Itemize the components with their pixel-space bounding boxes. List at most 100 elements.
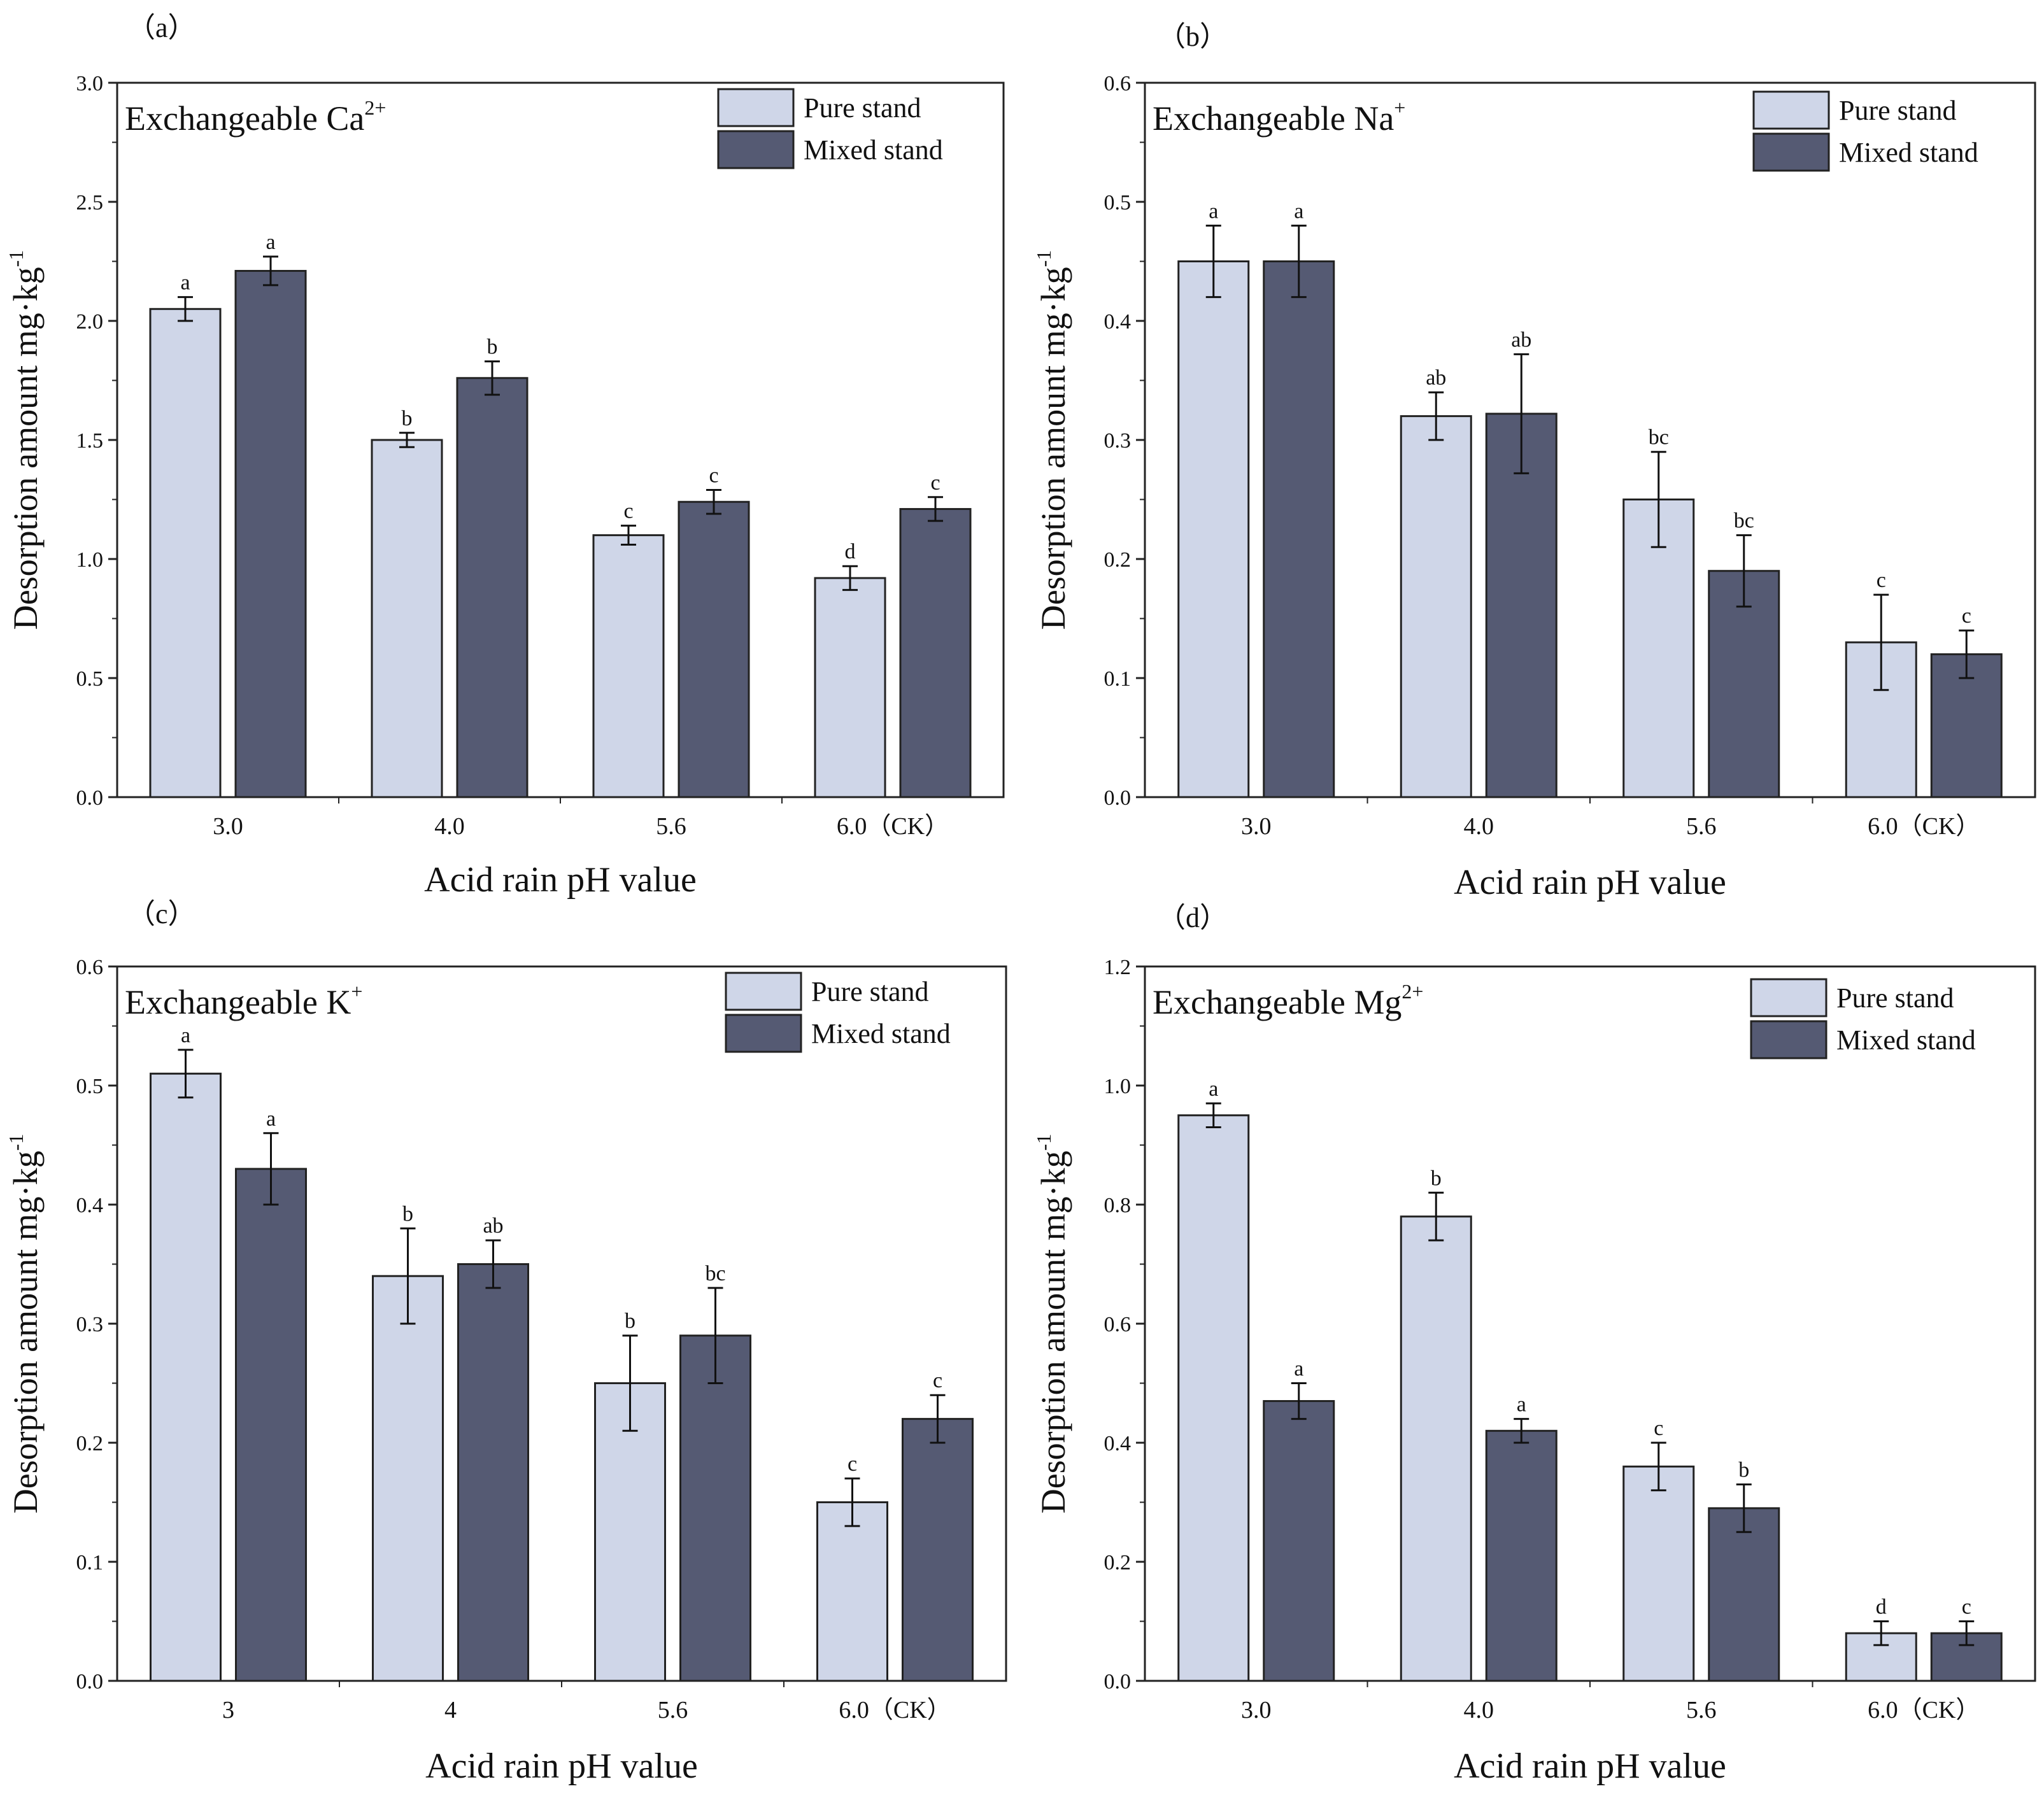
y-tick-label: 0.2 [1104,548,1132,572]
significance-label-mixed: c [933,1369,942,1392]
chart-title: Exchangeable Ca2+ [125,96,386,138]
y-tick-label: 1.5 [76,429,104,453]
bar-mixed [902,1418,974,1682]
chart-title: Exchangeable Na+ [1153,96,1405,138]
legend-label-mixed: Mixed stand [804,134,943,166]
bar-pure [814,577,886,798]
y-tick-label: 0.6 [1104,1313,1132,1336]
y-tick-label: 0.1 [1104,667,1132,691]
x-axis-label: Acid rain pH value [1454,863,1726,902]
y-tick-label: 1.0 [76,548,104,572]
significance-label-pure: b [402,407,413,430]
bar-mixed [1485,1429,1558,1682]
legend-swatch-pure [717,88,795,127]
bar-mixed [457,1263,529,1682]
y-tick-label: 1.0 [1104,1075,1132,1098]
significance-label-mixed: bc [705,1262,725,1285]
chart-title: Exchangeable Mg2+ [1153,980,1423,1021]
x-tick-label: 4.0 [1464,813,1494,840]
bar-pure [594,1382,666,1682]
significance-label-pure: b [402,1202,413,1226]
bar-pure [1400,415,1472,798]
y-tick-label: 0.0 [1104,786,1132,810]
legend-label-pure: Pure stand [804,92,921,124]
y-tick-label: 0.6 [1104,72,1132,96]
bar-pure [1622,1465,1695,1682]
y-tick-label: 0.0 [76,786,104,810]
x-tick-label: 5.6 [1686,813,1717,840]
x-tick-label: 6.0（CK） [837,813,949,840]
chart-title: Exchangeable K+ [125,980,362,1021]
panel-label: （c） [127,898,196,930]
bar-pure [371,439,443,798]
x-tick-label: 3.0 [1241,813,1272,840]
y-tick-label: 0.2 [76,1432,104,1455]
x-tick-label: 5.6 [656,813,686,840]
significance-label-mixed: ab [1511,328,1531,351]
y-tick-label: 2.0 [76,310,104,334]
chart-panel-a: （a） 0.0 0.5 1.0 1.5 2.0 2.5 3.0 Desorption amoun… [4,12,1005,900]
y-tick-label: 0.2 [1104,1551,1132,1575]
panel-label: （b） [1158,21,1228,52]
bar-mixed [678,500,750,798]
legend-label-mixed: Mixed stand [1839,137,1978,168]
legend-label-mixed: Mixed stand [1836,1024,1976,1056]
y-tick-label: 0.8 [1104,1194,1132,1217]
x-tick-label: 3.0 [1241,1697,1272,1724]
y-tick-label: 0.5 [1104,191,1132,215]
significance-label-pure: a [180,271,190,295]
bar-mixed [235,1168,307,1682]
legend-swatch-pure [1750,978,1828,1017]
legend-swatch-mixed [1750,1020,1828,1059]
significance-label-mixed: a [1517,1393,1526,1417]
significance-label-mixed: ab [483,1214,503,1238]
legend-label-pure: Pure stand [1839,95,1957,126]
y-tick-label: 0.6 [76,956,104,979]
significance-label-mixed: a [266,1107,276,1131]
bar-mixed [679,1334,751,1682]
x-axis-label: Acid rain pH value [424,860,697,900]
y-axis-label: Desorption amount mg·kg-1 [4,250,45,630]
y-tick-label: 3.0 [76,72,104,96]
legend-swatch-mixed [717,130,795,169]
bar-mixed [1263,260,1335,798]
panel-label: （a） [127,12,196,43]
panel-label: （d） [1158,902,1228,933]
significance-label-pure: c [1877,569,1886,592]
y-tick-label: 1.2 [1104,956,1132,979]
significance-label-pure: c [848,1452,857,1476]
chart-panel-b: （b） 0.0 0.1 0.2 0.3 0.4 0.5 0.6 Desorption amoun… [1032,21,2036,902]
bar-pure [816,1501,888,1682]
significance-label-pure: a [181,1024,190,1047]
bar-pure [1177,1114,1250,1682]
significance-label-mixed: c [1962,1596,1971,1619]
legend-swatch-mixed [1752,132,1830,172]
significance-label-mixed: c [930,471,940,495]
y-axis-label: Desorption amount mg·kg-1 [4,1134,45,1514]
y-tick-label: 0.4 [76,1194,104,1217]
chart-panel-c: （c） 0.0 0.1 0.2 0.3 0.4 0.5 0.6 Desorption amoun… [4,898,1007,1786]
y-axis-label: Desorption amount mg·kg-1 [1032,1134,1072,1514]
bar-pure [149,308,222,798]
x-tick-label: 6.0（CK） [839,1697,951,1724]
significance-label-mixed: b [487,336,498,359]
significance-label-mixed: c [709,464,718,488]
y-tick-label: 0.4 [1104,1432,1132,1455]
significance-label-pure: c [1654,1417,1663,1440]
y-tick-label: 0.1 [76,1551,104,1575]
significance-label-pure: b [1431,1166,1442,1190]
legend-label-mixed: Mixed stand [811,1018,951,1049]
x-tick-label: 6.0（CK） [1868,813,1980,840]
y-tick-label: 0.0 [1104,1670,1132,1694]
bar-pure [1622,499,1695,798]
significance-label-mixed: a [266,230,275,254]
significance-label-pure: bc [1649,426,1669,449]
x-tick-label: 5.6 [658,1697,688,1724]
bar-mixed [1263,1400,1335,1682]
significance-label-pure: c [623,500,633,523]
significance-label-pure: ab [1426,366,1446,390]
x-tick-label: 5.6 [1686,1697,1717,1724]
y-tick-label: 0.3 [76,1313,104,1336]
x-tick-label: 4.0 [434,813,465,840]
significance-label-mixed: a [1294,199,1303,223]
